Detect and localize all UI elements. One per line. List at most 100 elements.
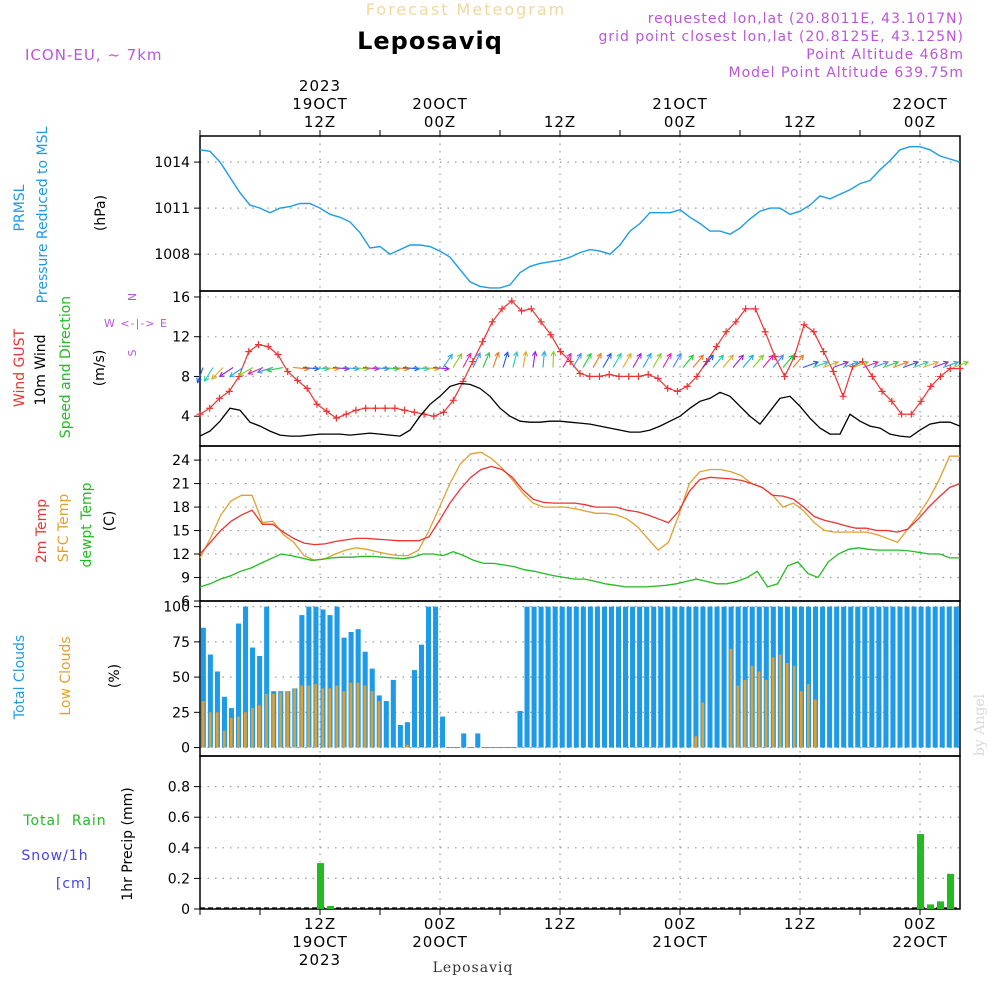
total-cloud-bar (644, 606, 650, 748)
wind-gust-marker (440, 408, 448, 416)
forecast-title: Forecast Meteogram (366, 0, 566, 19)
total-cloud-bar (911, 606, 917, 748)
y-tick-label: 8 (181, 369, 190, 385)
wind-direction-arrow (602, 353, 612, 368)
wind-gust-marker (888, 397, 896, 405)
total-cloud-bar (721, 606, 727, 748)
top-time-label: 22OCT (892, 95, 948, 113)
wind-direction-arrow (442, 354, 453, 368)
total-cloud-bar (299, 615, 305, 748)
low-cloud-bar (370, 691, 374, 748)
wind-direction-arrowhead (963, 360, 970, 367)
wind-direction-arrow (812, 361, 829, 369)
total-cloud-bar (257, 655, 263, 748)
total-cloud-bar (517, 710, 523, 748)
low-cloud-bar (771, 657, 775, 748)
wind-direction-arrow (342, 366, 359, 370)
panel-frame (199, 135, 961, 292)
y-tick-label: 9 (181, 571, 190, 587)
total-cloud-bar (559, 606, 565, 748)
wind-direction-arrow (542, 351, 545, 368)
total-cloud-bar (221, 696, 227, 748)
total-cloud-bar (897, 606, 903, 748)
wind-direction-arrow (882, 361, 899, 369)
low-cloud-bar (265, 694, 268, 748)
wind-gust-marker (410, 408, 418, 416)
total-cloud-bar (707, 606, 713, 748)
y-tick-label: 1011 (154, 201, 190, 217)
low-cloud-bar (363, 685, 367, 748)
pressure-msl-label: Pressure Reduced to MSL (35, 126, 51, 303)
total-cloud-bar (327, 615, 333, 748)
wind-direction-arrow (582, 353, 592, 368)
wind-gust-marker (800, 321, 808, 329)
wind-gust-marker (293, 376, 301, 384)
wind-direction-arrow (229, 367, 244, 378)
wind-direction-arrowhead (541, 350, 547, 357)
wind-gust-marker (469, 358, 477, 366)
wind-gust-marker (274, 351, 282, 359)
total-cloud-bar (834, 606, 840, 748)
wind-direction-arrow (472, 352, 481, 368)
wind-direction-arrow (532, 351, 536, 368)
wind-gust-marker (488, 318, 496, 326)
temp-dewpt-label: dewpt Temp (79, 482, 95, 567)
wind-gust-marker (566, 358, 574, 366)
wind-direction-arrowhead (203, 376, 210, 383)
low-cloud-bar (405, 744, 409, 748)
total-cloud-bar (264, 606, 270, 748)
grid-point-coords: grid point closest lon,lat (20.8125E, 43… (598, 29, 964, 45)
wind-direction-arrowhead (903, 360, 910, 367)
location-title: Leposaviq (357, 27, 503, 55)
wind-gust-marker (401, 406, 409, 414)
wind-direction-arrow (622, 353, 632, 368)
wind-direction-arrow (612, 353, 622, 368)
wind-direction-arrowhead (247, 369, 254, 375)
wind-gust-marker (654, 374, 662, 382)
low-cloud-bar (208, 712, 212, 748)
wind-gust-marker (703, 358, 711, 366)
total-cloud-bar (334, 606, 340, 748)
low-cloud-bar (229, 717, 233, 748)
wind-direction-arrowhead (676, 352, 682, 359)
y-tick-label: 0.2 (168, 871, 190, 887)
wind-direction-arrowhead (394, 365, 401, 372)
wind-unit-label: (m/s) (92, 350, 108, 387)
wind-direction-arrow (352, 366, 369, 370)
wind-gust-marker (605, 370, 613, 378)
total-cloud-bar (580, 606, 586, 748)
wind-direction-arrow (772, 354, 784, 368)
wind-direction-arrowhead (576, 352, 582, 359)
clouds-unit-label: (%) (107, 664, 123, 688)
top-year-label: 2023 (299, 77, 341, 95)
rain-bar (947, 873, 954, 909)
wind-direction-arrowhead (304, 365, 311, 372)
low-cloud-bar (258, 705, 261, 748)
wind-direction-arrow (211, 367, 224, 380)
wind-gust-marker (625, 372, 633, 380)
total-cloud-bar (587, 606, 593, 748)
wind-gust-marker (323, 407, 331, 415)
wind-direction-arrowhead (434, 365, 441, 372)
y-tick-label: 0 (181, 902, 190, 918)
rain-bar (927, 904, 934, 909)
wind-direction-arrow (372, 366, 389, 370)
total-cloud-bar (686, 606, 692, 748)
low-cloud-bar (743, 679, 747, 748)
wind-gust-marker (576, 369, 584, 377)
low-cloud-bar (701, 702, 705, 748)
low-cloud-bar (778, 654, 782, 748)
wind-direction-arrowhead (531, 350, 538, 357)
total-cloud-bar (869, 606, 875, 748)
total-cloud-bar (214, 671, 220, 748)
wind-gust-marker (683, 382, 691, 390)
total-cloud-bar (538, 606, 544, 748)
requested-coords: requested lon,lat (20.8011E, 43.1017N) (648, 11, 964, 27)
low-cloud-bar (799, 691, 803, 748)
sfc-temp-line (199, 451, 960, 561)
top-time-label: 12Z (544, 113, 576, 131)
wind-gust-marker (722, 328, 730, 336)
wind-direction-arrow (652, 353, 662, 368)
wind-direction-arrowhead (873, 360, 880, 367)
wind-gust-marker (264, 343, 272, 351)
